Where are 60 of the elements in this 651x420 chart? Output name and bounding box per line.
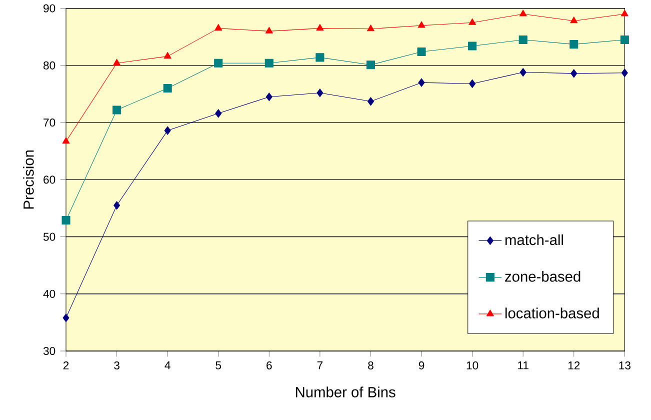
point [518,35,528,44]
point [266,92,272,102]
point [620,35,629,44]
point [418,21,426,28]
point [113,58,121,66]
y-tick-label: 70 [44,118,56,127]
point [62,314,70,322]
point [520,68,526,77]
x-tick-label: 12 [568,361,580,370]
point [620,10,628,16]
point [265,26,273,34]
point [468,18,476,25]
y-tick-label: 40 [43,290,56,298]
x-tick-label: 3 [114,361,120,370]
point [114,201,120,210]
point [316,24,324,31]
legend-label: match-all [505,234,563,246]
point [264,58,274,68]
y-tick-label: 30 [43,346,56,355]
x-tick-label: 2 [63,361,69,370]
point [214,24,222,31]
legend-label: location-based [505,308,599,318]
y-tick-label: 90 [44,4,56,12]
point [570,40,578,49]
point [570,69,578,78]
point [469,79,476,88]
x-tick-label: 7 [317,361,323,370]
point [316,88,324,98]
point [62,137,70,144]
point [418,78,425,87]
point [112,106,122,114]
y-tick-label: 80 [44,61,56,70]
point [468,42,477,50]
legend-label: zone-based [505,271,580,282]
x-tick-label: 11 [518,361,528,370]
point [164,126,171,135]
point [367,97,374,106]
point [570,16,578,24]
point [316,53,324,62]
x-axis-title: Number of Bins [296,386,396,398]
x-tick-label: 5 [216,361,222,370]
point [163,84,172,93]
point [519,10,527,16]
y-axis-title: Precision [23,150,34,209]
x-tick-label: 9 [418,361,424,370]
x-tick-label: 13 [619,361,630,370]
point [366,24,374,32]
point [366,60,375,70]
x-tick-label: 10 [466,361,478,370]
x-tick-label: 4 [164,361,170,370]
y-tick-label: 50 [43,232,56,241]
y-tick-label: 60 [44,176,56,184]
point [215,109,222,118]
point [62,216,70,224]
point [214,58,223,68]
point [417,47,426,56]
point [164,52,172,59]
x-tick-label: 6 [266,361,272,370]
point [621,68,628,78]
x-tick-label: 8 [368,361,374,370]
